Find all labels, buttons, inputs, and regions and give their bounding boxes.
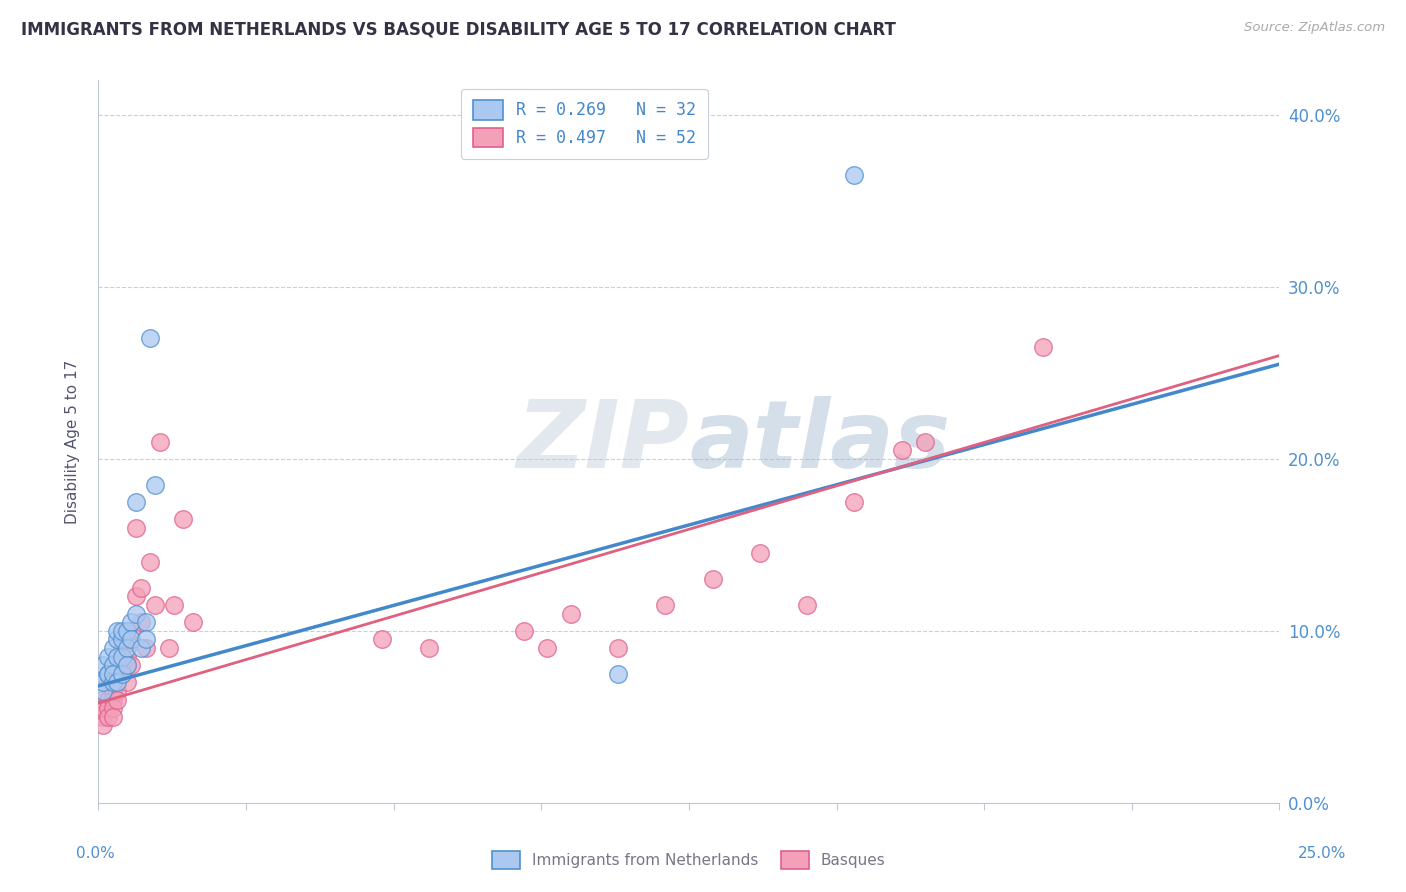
Point: [115, 624, 138, 638]
Point: [105, 649, 128, 664]
Point: [101, 701, 124, 715]
Point: [125, 607, 148, 621]
Point: [91, 684, 114, 698]
Point: [654, 598, 676, 612]
Point: [796, 598, 818, 612]
Point: [135, 640, 157, 655]
Point: [101, 710, 124, 724]
Point: [91, 675, 114, 690]
Point: [111, 640, 134, 655]
Point: [125, 590, 148, 604]
Point: [105, 624, 128, 638]
Point: [125, 520, 148, 534]
Point: [97, 692, 120, 706]
Point: [101, 675, 124, 690]
Text: 25.0%: 25.0%: [1298, 847, 1346, 861]
Point: [890, 443, 912, 458]
Point: [139, 331, 162, 345]
Point: [101, 658, 124, 673]
Point: [512, 624, 534, 638]
Point: [101, 640, 124, 655]
Point: [105, 692, 128, 706]
Point: [121, 658, 143, 673]
Point: [111, 632, 134, 647]
Point: [844, 494, 866, 508]
Point: [607, 640, 630, 655]
Point: [135, 632, 157, 647]
Point: [105, 658, 128, 673]
Point: [143, 477, 166, 491]
Point: [1032, 340, 1054, 354]
Point: [111, 649, 134, 664]
Point: [129, 581, 152, 595]
Point: [135, 615, 157, 630]
Point: [536, 640, 558, 655]
Point: [121, 624, 143, 638]
Point: [844, 168, 866, 182]
Point: [105, 675, 128, 690]
Point: [97, 675, 120, 690]
Point: [91, 701, 114, 715]
Point: [143, 598, 166, 612]
Point: [157, 640, 180, 655]
Point: [115, 640, 138, 655]
Point: [111, 666, 134, 681]
Point: [172, 512, 194, 526]
Text: ZIP: ZIP: [516, 395, 689, 488]
Point: [607, 666, 630, 681]
Point: [101, 666, 124, 681]
Point: [101, 684, 124, 698]
Point: [105, 684, 128, 698]
Text: Source: ZipAtlas.com: Source: ZipAtlas.com: [1244, 21, 1385, 34]
Point: [125, 494, 148, 508]
Y-axis label: Disability Age 5 to 17: Disability Age 5 to 17: [65, 359, 80, 524]
Point: [121, 632, 143, 647]
Point: [371, 632, 394, 647]
Point: [181, 615, 204, 630]
Point: [111, 624, 134, 638]
Point: [163, 598, 186, 612]
Legend: Immigrants from Netherlands, Basques: Immigrants from Netherlands, Basques: [486, 845, 891, 875]
Point: [149, 434, 172, 449]
Point: [97, 649, 120, 664]
Point: [91, 692, 114, 706]
Text: IMMIGRANTS FROM NETHERLANDS VS BASQUE DISABILITY AGE 5 TO 17 CORRELATION CHART: IMMIGRANTS FROM NETHERLANDS VS BASQUE DI…: [21, 21, 896, 38]
Point: [702, 572, 724, 586]
Point: [121, 615, 143, 630]
Point: [914, 434, 936, 449]
Point: [111, 658, 134, 673]
Point: [115, 632, 138, 647]
Point: [111, 666, 134, 681]
Point: [105, 632, 128, 647]
Point: [418, 640, 440, 655]
Point: [115, 675, 138, 690]
Point: [129, 640, 152, 655]
Point: [97, 710, 120, 724]
Point: [129, 615, 152, 630]
Point: [97, 666, 120, 681]
Point: [101, 692, 124, 706]
Text: 0.0%: 0.0%: [76, 847, 115, 861]
Point: [115, 658, 138, 673]
Point: [115, 658, 138, 673]
Point: [560, 607, 582, 621]
Text: atlas: atlas: [689, 395, 950, 488]
Point: [139, 555, 162, 569]
Point: [91, 710, 114, 724]
Point: [97, 666, 120, 681]
Point: [91, 658, 114, 673]
Point: [97, 701, 120, 715]
Point: [115, 649, 138, 664]
Point: [91, 718, 114, 732]
Point: [748, 546, 770, 560]
Point: [105, 666, 128, 681]
Point: [101, 658, 124, 673]
